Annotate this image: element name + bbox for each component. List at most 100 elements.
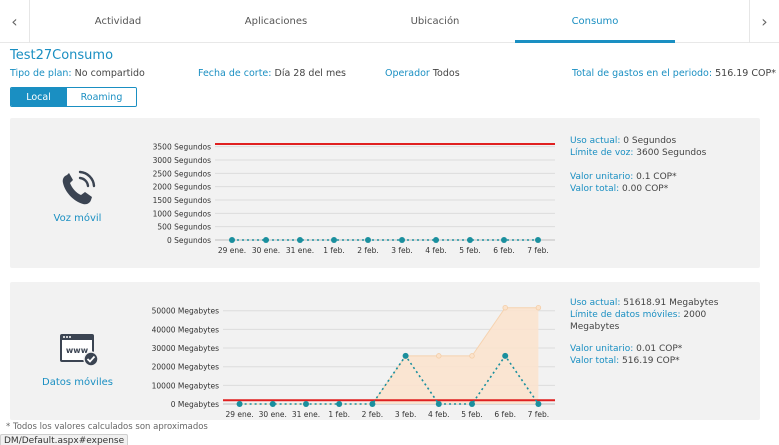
roaming-button[interactable]: Roaming: [66, 88, 136, 106]
data-cumulative-point: [469, 353, 475, 359]
data-usage-label: Uso actual:: [570, 298, 621, 308]
voice-usage-value: 0 Segundos: [623, 136, 677, 146]
footnote: * Todos los valores calculados son aprox…: [6, 422, 208, 432]
plan-type-label: Tipo de plan:: [10, 68, 72, 79]
data-y-tick-label: 20000 Megabytes: [152, 363, 219, 372]
data-details: Uso actual: 51618.91 Megabytes Límite de…: [570, 297, 730, 367]
voice-chart: 0 Segundos 500 Segundos 1000 Segundos 1500 …: [153, 143, 555, 255]
status-bar-url: DM/Default.aspx#expense: [0, 434, 129, 445]
tab-consumo[interactable]: Consumo: [515, 0, 675, 43]
operator: Operador Todos: [385, 68, 460, 79]
voice-x-tick-label: 29 ene.: [218, 246, 246, 255]
voice-x-tick-label: 31 ene.: [286, 246, 314, 255]
data-limit-label: Límite de datos móviles:: [570, 310, 681, 320]
phone-icon: [40, 170, 115, 211]
voice-panel: Voz móvil 0 Segundos 500 Segundos 1000 Seg…: [10, 118, 760, 268]
data-unit-price-value: 0.01 COP*: [636, 344, 683, 354]
period-total: Total de gastos en el periodo: 516.19 CO…: [572, 68, 776, 79]
voice-unit-price-value: 0.1 COP*: [636, 172, 677, 182]
data-cumulative-point: [436, 353, 442, 359]
tab-bar: ‹ Actividad Aplicaciones Ubicación Consu…: [0, 0, 779, 43]
voice-unit-price-label: Valor unitario:: [570, 172, 634, 182]
data-y-tick-label: 0 Megabytes: [171, 400, 219, 409]
data-limit-value: 2000 Megabytes: [570, 310, 707, 332]
voice-x-tick-label: 5 feb.: [459, 246, 481, 255]
voice-details: Uso actual: 0 Segundos Límite de voz: 36…: [570, 135, 706, 195]
cutoff-date-label: Fecha de corte:: [198, 68, 272, 79]
voice-limit-value: 3600 Segundos: [636, 148, 707, 158]
cutoff-date-value: Día 28 del mes: [274, 68, 347, 79]
voice-daily-point: [263, 237, 269, 243]
voice-daily-point: [535, 237, 541, 243]
plan-type: Tipo de plan: No compartido: [10, 68, 145, 79]
data-x-tick-label: 1 feb.: [328, 410, 350, 419]
voice-x-tick-label: 1 feb.: [323, 246, 345, 255]
data-x-tick-label: 5 feb.: [461, 410, 483, 419]
operator-value: Todos: [432, 68, 460, 79]
www-check-icon: www: [54, 332, 104, 371]
period-total-label: Total de gastos en el periodo:: [572, 68, 713, 79]
voice-daily-point: [399, 237, 405, 243]
voice-total-value: 0.00 COP*: [622, 184, 669, 194]
voice-x-tick-label: 7 feb.: [527, 246, 549, 255]
tab-aplicaciones[interactable]: Aplicaciones: [244, 16, 308, 27]
voice-daily-point: [467, 237, 473, 243]
tab-ubicacion[interactable]: Ubicación: [410, 16, 460, 27]
voice-y-tick-label: 3500 Segundos: [153, 143, 211, 152]
voice-y-tick-label: 0 Segundos: [167, 236, 211, 245]
voice-x-tick-label: 30 ene.: [252, 246, 280, 255]
voice-daily-point: [433, 237, 439, 243]
page-title: Test27Consumo: [10, 48, 114, 63]
data-cumulative-point: [535, 305, 542, 311]
data-y-tick-label: 40000 Megabytes: [152, 325, 219, 334]
data-total-label: Valor total:: [570, 356, 620, 366]
data-daily-point: [435, 401, 442, 407]
data-x-tick-label: 6 feb.: [494, 410, 516, 419]
voice-y-tick-label: 2500 Segundos: [153, 169, 211, 178]
voice-x-tick-label: 6 feb.: [493, 246, 515, 255]
chevron-left-icon[interactable]: ‹: [0, 0, 30, 43]
data-y-tick-label: 50000 Megabytes: [152, 307, 219, 316]
voice-x-tick-label: 3 feb.: [391, 246, 413, 255]
voice-x-tick-label: 4 feb.: [425, 246, 447, 255]
voice-usage-label: Uso actual:: [570, 136, 621, 146]
data-x-tick-label: 3 feb.: [395, 410, 417, 419]
chevron-right-icon[interactable]: ›: [749, 0, 779, 43]
plan-type-value: No compartido: [74, 68, 145, 79]
data-panel: www Datos móviles 0 Megabytes 10000 Megab…: [10, 282, 760, 420]
data-x-tick-label: 31 ene.: [292, 410, 320, 419]
voice-daily-point: [297, 237, 303, 243]
svg-text:www: www: [66, 346, 89, 355]
data-daily-point: [336, 401, 343, 407]
cutoff-date: Fecha de corte: Día 28 del mes: [198, 68, 346, 79]
data-unit-price-label: Valor unitario:: [570, 344, 634, 354]
data-daily-point: [236, 401, 243, 407]
voice-limit-label: Límite de voz:: [570, 148, 634, 158]
local-roaming-toggle: Local Roaming: [10, 87, 137, 107]
data-y-tick-label: 30000 Megabytes: [152, 344, 219, 353]
data-cumulative-area: [239, 307, 539, 404]
local-button[interactable]: Local: [11, 88, 66, 106]
data-x-tick-label: 29 ene.: [225, 410, 253, 419]
data-daily-point: [502, 352, 509, 359]
voice-x-tick-label: 2 feb.: [357, 246, 379, 255]
data-x-tick-label: 2 feb.: [362, 410, 384, 419]
data-cumulative-point: [502, 305, 508, 311]
voice-label: Voz móvil: [53, 213, 102, 224]
operator-label: Operador: [385, 68, 430, 79]
voice-daily-point: [501, 237, 507, 243]
tab-actividad[interactable]: Actividad: [94, 16, 142, 27]
voice-y-tick-label: 2000 Segundos: [153, 183, 211, 192]
data-total-value: 516.19 COP*: [622, 356, 680, 366]
data-usage-value: 51618.91 Megabytes: [623, 298, 719, 308]
voice-y-tick-label: 1500 Segundos: [153, 196, 211, 205]
voice-daily-point: [229, 237, 235, 243]
data-chart: 0 Megabytes 10000 Megabytes 20000 Megabyte…: [152, 305, 555, 419]
voice-total-label: Valor total:: [570, 184, 620, 194]
voice-daily-point: [365, 237, 371, 243]
voice-y-tick-label: 3000 Segundos: [153, 156, 211, 165]
data-label: Datos móviles: [42, 377, 113, 388]
data-daily-point: [369, 401, 376, 407]
data-x-tick-label: 30 ene.: [259, 410, 287, 419]
period-total-value: 516.19 COP*: [715, 68, 776, 79]
